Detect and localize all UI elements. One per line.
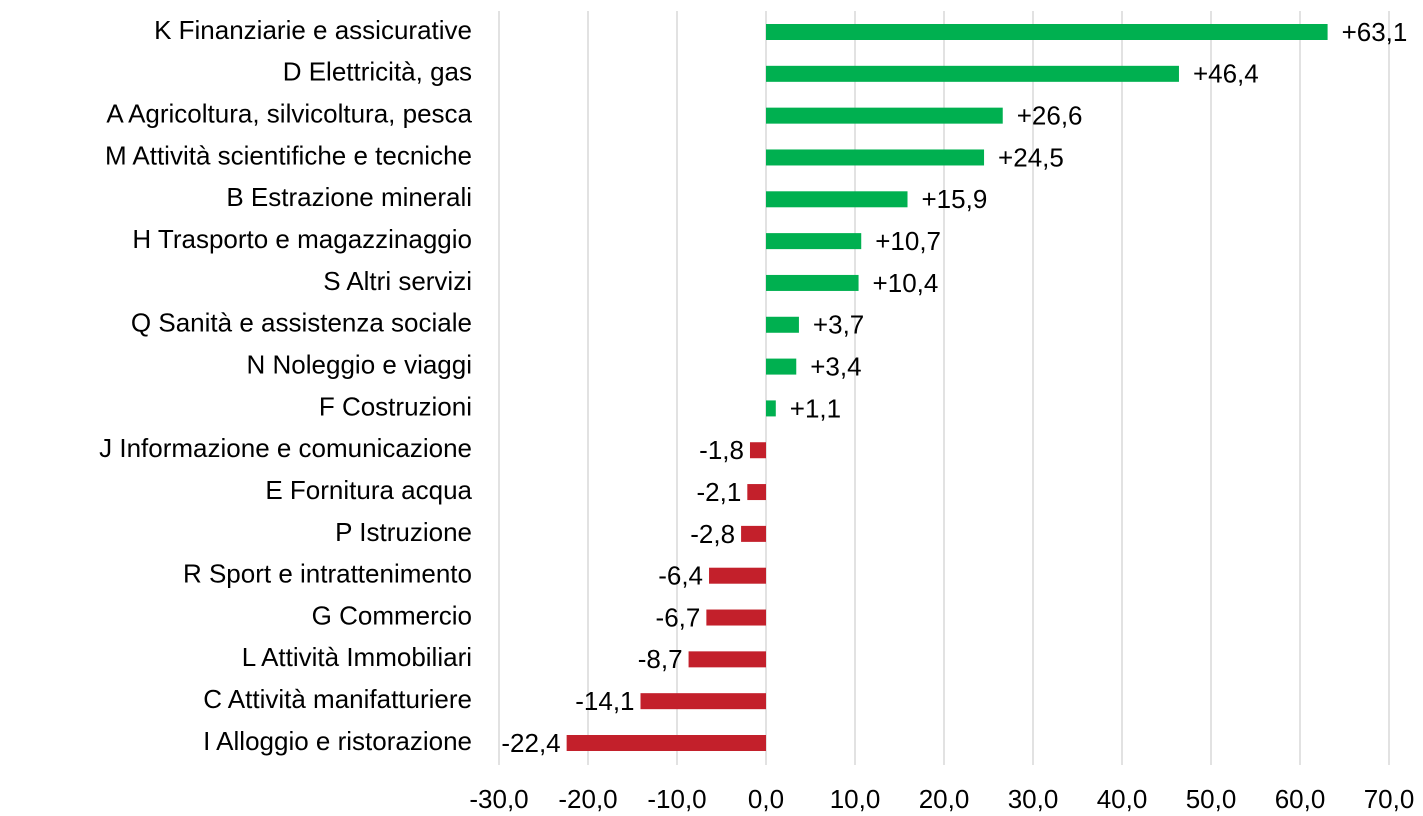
value-label: +1,1 [790, 393, 841, 423]
x-tick-label: -30,0 [469, 784, 528, 814]
value-label: -2,1 [696, 477, 741, 507]
bar [766, 274, 859, 291]
value-label: -22,4 [501, 728, 560, 758]
bar [766, 149, 985, 166]
category-label: J Informazione e comunicazione [99, 433, 472, 463]
category-label: I Alloggio e ristorazione [203, 726, 472, 756]
x-tick-label: 70,0 [1364, 784, 1415, 814]
bar [766, 24, 1328, 40]
category-label: D Elettricità, gas [283, 57, 472, 87]
x-tick-label: 30,0 [1008, 784, 1059, 814]
category-label: H Trasporto e magazzinaggio [132, 224, 472, 254]
category-label: P Istruzione [335, 517, 472, 547]
bar [766, 316, 799, 333]
x-tick-label: -20,0 [558, 784, 617, 814]
value-label: +10,7 [875, 226, 941, 256]
category-label: E Fornitura acqua [265, 475, 472, 505]
category-label: A Agricoltura, silvicoltura, pesca [106, 99, 472, 129]
category-label: L Attività Immobiliari [242, 642, 472, 672]
category-label: N Noleggio e viaggi [247, 349, 472, 379]
value-label: -1,8 [699, 435, 744, 465]
x-tick-label: 0,0 [748, 784, 784, 814]
bar [749, 442, 766, 459]
category-label: R Sport e intrattenimento [183, 559, 472, 589]
value-label: +46,4 [1193, 59, 1259, 89]
value-label: -6,4 [658, 561, 703, 591]
value-label: -2,8 [690, 519, 735, 549]
bar [640, 693, 766, 710]
category-label: S Altri servizi [323, 266, 472, 296]
x-tick-label: 60,0 [1275, 784, 1326, 814]
category-label: F Costruzioni [319, 391, 472, 421]
category-label: M Attività scientifiche e tecniche [105, 140, 472, 170]
bar [741, 525, 766, 542]
value-label: +24,5 [998, 142, 1064, 172]
x-tick-label: 40,0 [1097, 784, 1148, 814]
bar [766, 400, 776, 417]
category-label: Q Sanità e assistenza sociale [131, 308, 472, 338]
value-label: +3,4 [810, 351, 861, 381]
x-tick-label: 50,0 [1186, 784, 1237, 814]
bar [706, 609, 766, 626]
value-label: +15,9 [922, 184, 988, 214]
value-label: +3,7 [813, 310, 864, 340]
category-label: G Commercio [312, 600, 472, 630]
category-label: K Finanziarie e assicurative [154, 15, 472, 45]
bar [766, 233, 862, 250]
bar [766, 358, 797, 375]
bar [747, 484, 766, 501]
value-label: -6,7 [656, 602, 701, 632]
value-label: +10,4 [873, 268, 939, 298]
bar [566, 735, 766, 751]
category-label: B Estrazione minerali [226, 182, 472, 212]
value-label: +63,1 [1342, 17, 1408, 47]
value-label: +26,6 [1017, 101, 1083, 131]
x-tick-label: 10,0 [830, 784, 881, 814]
bar [688, 651, 766, 668]
bar [766, 107, 1003, 124]
x-tick-label: 20,0 [919, 784, 970, 814]
bar [709, 567, 766, 584]
value-label: -8,7 [638, 644, 683, 674]
value-label: -14,1 [575, 686, 634, 716]
x-tick-label: -10,0 [647, 784, 706, 814]
category-label: C Attività manifatturiere [203, 684, 472, 714]
bar [766, 65, 1179, 82]
bar [766, 191, 908, 208]
